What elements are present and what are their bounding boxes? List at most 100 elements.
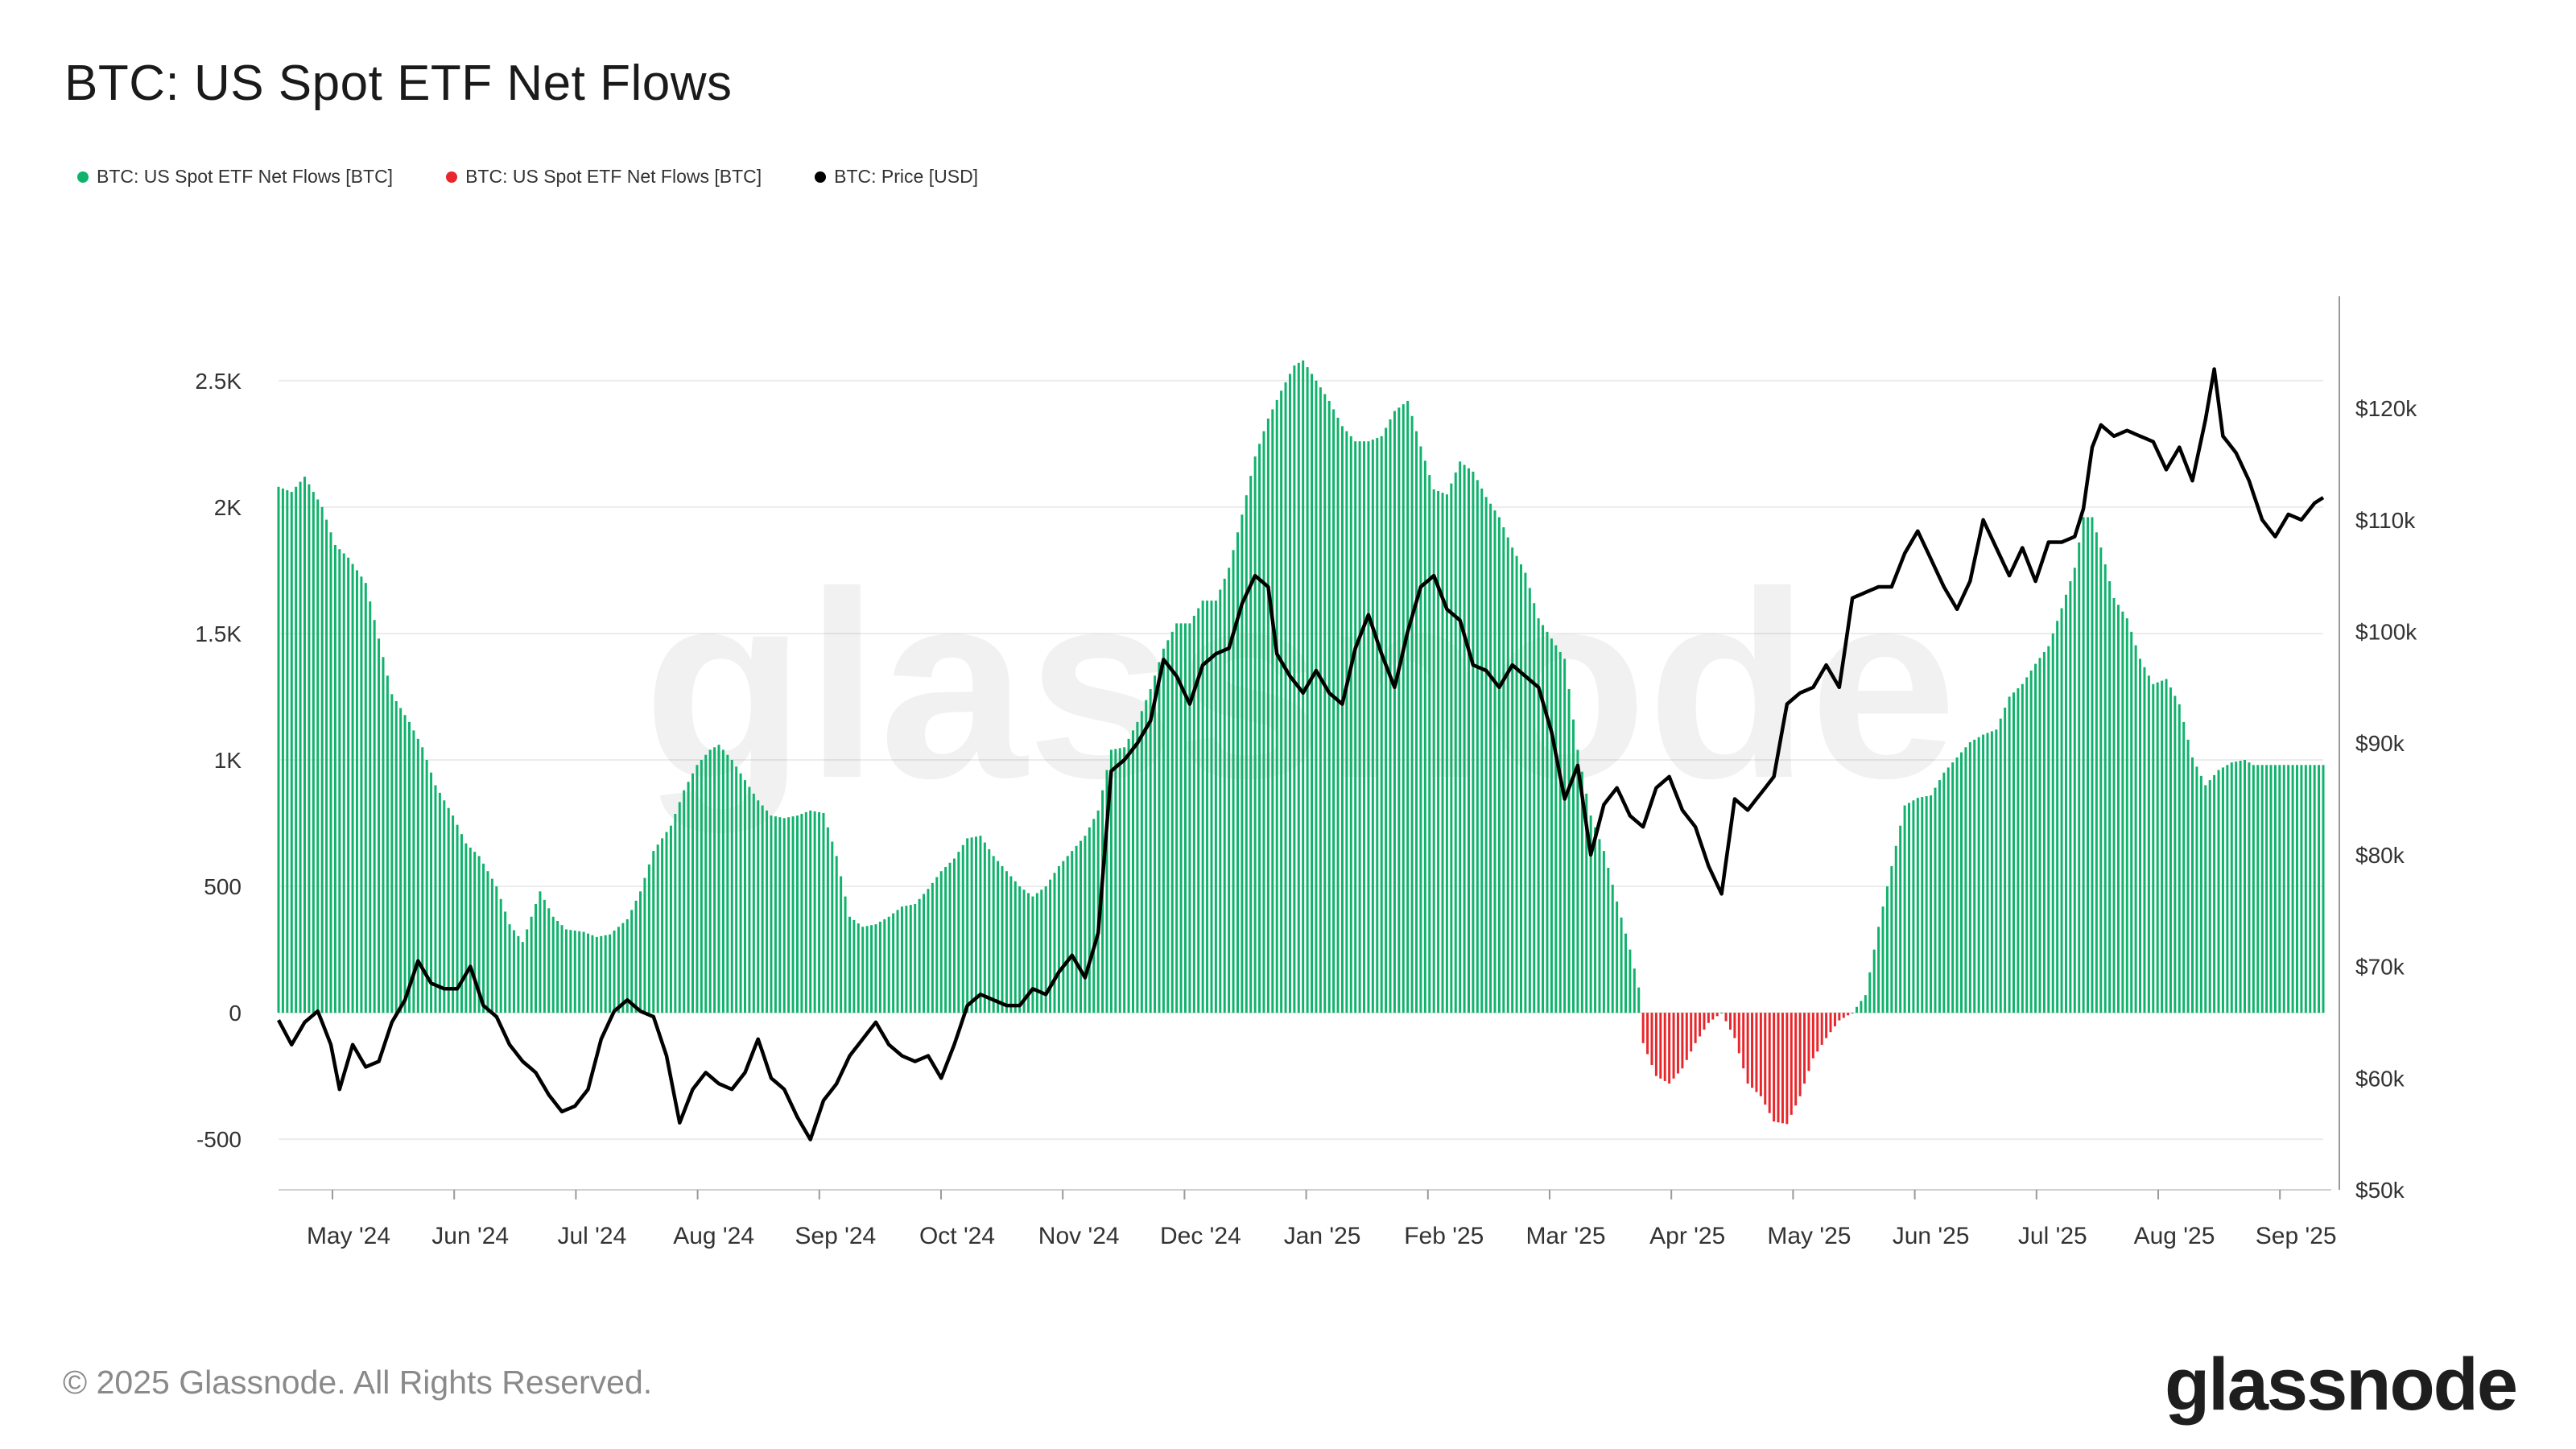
flow-bar-positive [2248,762,2251,1013]
flow-bar-positive [900,906,903,1013]
flow-bar-positive [390,694,394,1013]
flow-bar-positive [2029,671,2033,1013]
flow-bar-positive [1903,805,1906,1013]
x-tick-label: Feb '25 [1404,1223,1484,1249]
flow-bar-positive [1472,471,1475,1013]
legend-dot-green [77,171,89,183]
flow-bar-negative [1755,1013,1758,1092]
flow-bar-positive [696,765,699,1013]
flow-bar-positive [787,817,791,1013]
flow-bar-positive [1166,640,1170,1013]
flow-bar-positive [1044,886,1047,1013]
flow-bar-positive [364,583,367,1013]
flow-bar-positive [2021,683,2024,1013]
flow-bar-positive [1624,933,1627,1013]
x-tick-label: Aug '24 [673,1223,754,1249]
flow-bar-positive [2309,765,2312,1013]
flow-bar-positive [795,815,799,1013]
flow-bar-positive [683,790,686,1013]
x-tick-label: Jun '24 [431,1223,509,1249]
x-tick-label: Mar '25 [1525,1223,1605,1249]
legend-item-flows-positive[interactable]: BTC: US Spot ETF Net Flows [BTC] [77,166,393,188]
flow-bar-positive [556,920,559,1013]
flow-bar-positive [730,760,733,1013]
flow-bar-positive [704,754,708,1013]
flow-bar-negative [1711,1013,1715,1020]
flow-bar-negative [1829,1013,1832,1033]
flow-bar-positive [822,812,825,1013]
flow-bar-positive [927,889,930,1013]
flow-bar-positive [2186,739,2190,1013]
flow-bar-negative [1807,1013,1810,1071]
flow-bar-positive [325,519,328,1013]
flow-bar-positive [1930,795,1933,1013]
flow-bar-positive [1376,438,1379,1013]
flow-bar-positive [290,492,293,1013]
flow-bar-positive [1415,431,1418,1013]
flow-bar-positive [1502,527,1505,1013]
flow-bar-negative [1672,1013,1675,1079]
flow-bar-positive [530,916,533,1013]
flow-bar-positive [1367,441,1370,1013]
flow-bar-positive [1558,651,1562,1013]
flow-bar-positive [369,601,372,1013]
flow-bar-positive [643,877,646,1013]
flow-bar-positive [778,817,782,1013]
flow-bar-negative [1654,1013,1657,1076]
flow-bar-positive [1327,400,1331,1013]
flow-bar-negative [1847,1013,1850,1016]
flow-bar-positive [1406,400,1410,1013]
flow-bar-positive [2004,708,2007,1013]
flow-bar-positive [1977,737,1980,1013]
flow-bar-positive [573,931,576,1013]
flow-bar-positive [1476,480,1479,1013]
flow-bar-positive [1480,488,1484,1013]
legend-label-price: BTC: Price [USD] [834,166,979,187]
flow-bar-positive [835,856,838,1013]
flow-bar-positive [535,904,538,1013]
chart-legend: BTC: US Spot ETF Net Flows [BTC] BTC: US… [77,166,978,188]
flow-bar-positive [1175,623,1179,1013]
x-tick-label: Apr '25 [1649,1223,1725,1249]
flow-bar-positive [1066,856,1069,1013]
flow-bar-positive [791,816,795,1013]
flow-bar-positive [386,675,389,1013]
y-right-tick-label: $80k [2355,843,2405,868]
flow-bar-negative [1690,1013,1693,1052]
flow-bar-positive [1934,787,1937,1013]
flow-bar-positive [299,481,302,1013]
legend-item-price[interactable]: BTC: Price [USD] [815,166,978,188]
flow-bar-positive [1071,851,1074,1013]
flow-bar-positive [979,836,982,1013]
flow-bar-positive [1563,658,1567,1013]
flow-bar-positive [861,927,865,1013]
glassnode-logo[interactable]: glassnode [2164,1344,2518,1426]
flow-bar-positive [1136,721,1139,1013]
flow-bar-positive [1450,483,1453,1013]
legend-label-flows-positive: BTC: US Spot ETF Net Flows [BTC] [97,166,394,187]
flow-bar-positive [2226,765,2229,1013]
flow-bar-positive [1084,836,1087,1013]
flow-bar-positive [2269,765,2273,1013]
flow-bar-positive [486,871,489,1013]
flow-bar-positive [1262,431,1265,1013]
flow-bar-negative [1724,1013,1728,1022]
flow-bar-positive [2091,517,2094,1013]
flow-bar-positive [865,926,869,1013]
y-right-tick-label: $100k [2355,619,2417,644]
flow-bar-positive [1546,631,1549,1013]
flow-bar-positive [766,810,769,1013]
flow-bar-positive [490,878,493,1013]
flow-bar-negative [1663,1013,1666,1081]
flow-bar-positive [2108,581,2112,1013]
flow-bar-positive [630,910,634,1013]
flow-bar-positive [1223,578,1226,1013]
price-line [277,367,2325,1141]
flow-bar-positive [1280,390,1283,1013]
legend-item-flows-negative[interactable]: BTC: US Spot ETF Net Flows [BTC] [446,166,762,188]
flow-bar-positive [1035,893,1038,1013]
flow-bar-positive [1323,394,1327,1013]
flow-bar-negative [1676,1013,1679,1074]
flow-bar-positive [1183,623,1187,1013]
